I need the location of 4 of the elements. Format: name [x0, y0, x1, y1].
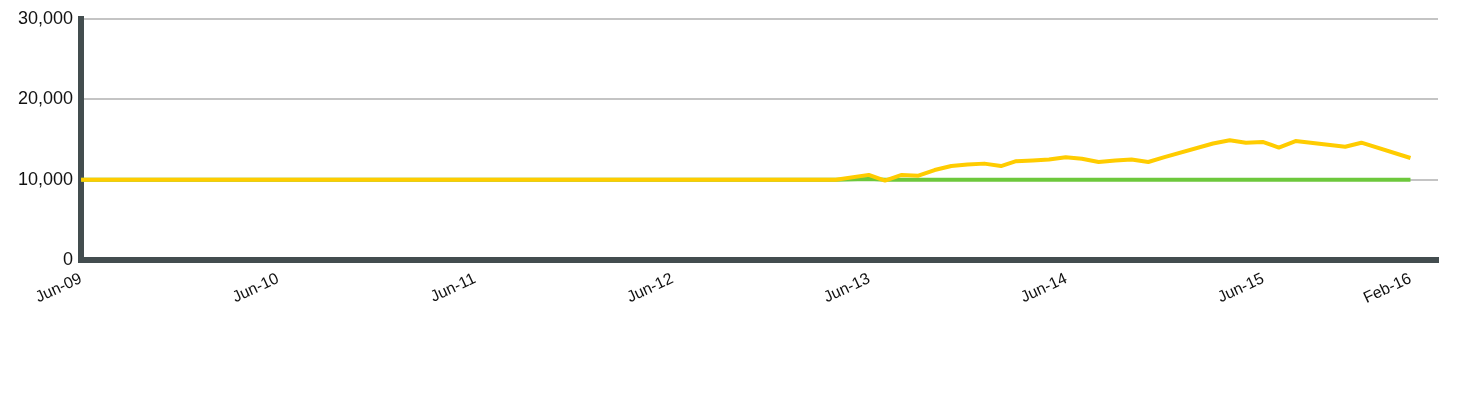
y-tick-label: 20,000	[17, 88, 74, 109]
y-tick-label: 30,000	[17, 7, 74, 28]
y-tick-label: 10,000	[17, 168, 74, 189]
y-tick-label: 0	[63, 249, 74, 270]
